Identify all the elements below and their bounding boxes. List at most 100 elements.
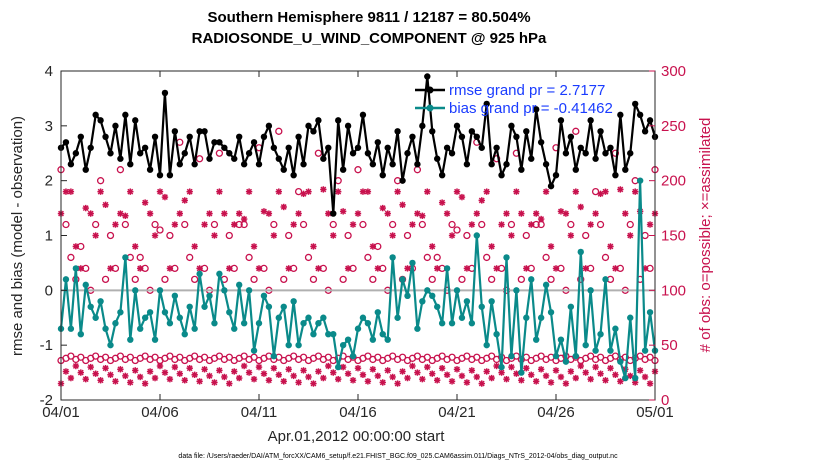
obs-assimilated-marker: [330, 369, 337, 376]
obs-possible-marker: [487, 275, 496, 284]
obs-assimilated-marker: [562, 380, 570, 387]
obs-assimilated-stroke: [498, 369, 505, 376]
obs-assimilated-stroke: [201, 366, 208, 373]
y-left-tick-label: -1: [40, 337, 53, 354]
obs-assimilated-marker: [587, 221, 594, 228]
bias-point: [483, 341, 490, 349]
obs-possible-marker: [131, 275, 139, 284]
bias-point: [518, 369, 525, 376]
bias-point: [250, 347, 258, 354]
obs-assimilated-marker: [240, 362, 248, 370]
plot-background: [61, 71, 655, 400]
obs-assimilated-stroke: [374, 265, 381, 272]
rmse-point: [236, 133, 243, 140]
obs-possible-marker: [240, 352, 248, 360]
rmse-point: [349, 150, 357, 157]
rmse-point: [587, 117, 594, 124]
obs-possible-marker: [171, 264, 179, 273]
obs-assimilated-stroke: [488, 375, 495, 381]
obs-assimilated-stroke: [647, 380, 653, 387]
rmse-point: [141, 144, 149, 151]
obs-assimilated-marker: [82, 204, 89, 212]
bias-point: [622, 374, 629, 382]
obs-assimilated-marker: [122, 212, 129, 219]
obs-assimilated-marker: [255, 363, 263, 371]
bias-point: [240, 320, 248, 327]
obs-assimilated-stroke: [315, 368, 322, 375]
obs-assimilated-stroke: [642, 374, 649, 380]
rmse-point: [72, 150, 80, 157]
bias-point: [587, 287, 594, 294]
bias-point: [612, 325, 619, 332]
rmse-point: [161, 89, 169, 97]
rmse-point: [206, 155, 213, 162]
rmse-point: [528, 155, 535, 162]
obs-assimilated-stroke: [558, 208, 564, 215]
obs-assimilated-stroke: [171, 221, 178, 228]
legend-rmse-marker: [426, 86, 434, 94]
obs-assimilated-stroke: [572, 375, 579, 381]
obs-possible-marker: [309, 275, 318, 284]
bias-point: [414, 325, 421, 332]
obs-assimilated-marker: [295, 379, 302, 386]
obs-assimilated-marker: [547, 379, 555, 386]
obs-assimilated-marker: [498, 369, 505, 376]
obs-assimilated-stroke: [459, 372, 465, 379]
bias-point: [310, 331, 317, 338]
obs-assimilated-stroke: [290, 221, 297, 228]
obs-possible-marker: [344, 231, 352, 240]
obs-assimilated-marker: [582, 369, 589, 376]
bias-point: [458, 314, 466, 321]
bias-point: [399, 276, 406, 283]
obs-assimilated-marker: [77, 369, 84, 376]
rmse-point: [592, 155, 599, 162]
obs-assimilated-marker: [617, 378, 624, 385]
obs-assimilated-marker: [607, 364, 614, 372]
obs-assimilated-marker: [141, 199, 149, 206]
obs-assimilated-marker: [255, 265, 263, 272]
obs-assimilated-stroke: [87, 210, 94, 217]
obs-assimilated-marker: [438, 364, 446, 372]
obs-assimilated-marker: [236, 374, 243, 382]
obs-possible-marker: [433, 253, 441, 262]
legend-bias-marker: [426, 104, 434, 112]
rmse-point: [443, 144, 451, 151]
obs-assimilated-marker: [612, 371, 619, 378]
obs-assimilated-marker: [127, 379, 134, 386]
obs-assimilated-stroke: [152, 232, 158, 239]
bias-point: [107, 341, 114, 349]
rmse-point: [181, 150, 188, 157]
bias-point: [275, 314, 282, 321]
obs-assimilated-stroke: [637, 367, 644, 374]
obs-assimilated-stroke: [538, 216, 545, 222]
rmse-point: [567, 133, 575, 140]
obs-assimilated-marker: [453, 188, 461, 195]
obs-assimilated-stroke: [265, 377, 272, 384]
obs-assimilated-stroke: [355, 210, 361, 217]
obs-assimilated-marker: [572, 188, 579, 195]
obs-possible-marker: [587, 264, 595, 273]
rmse-point: [448, 150, 456, 157]
obs-possible-marker: [497, 264, 506, 273]
rmse-point: [62, 139, 70, 146]
bias-point: [542, 281, 550, 289]
obs-assimilated-stroke: [493, 363, 500, 369]
obs-assimilated-marker: [557, 208, 565, 215]
obs-assimilated-marker: [62, 368, 70, 375]
obs-assimilated-marker: [300, 190, 307, 198]
obs-possible-marker: [388, 352, 397, 360]
bias-point: [255, 320, 263, 327]
obs-assimilated-marker: [196, 378, 203, 385]
obs-possible-marker: [161, 275, 169, 284]
obs-possible-marker: [374, 353, 382, 361]
rmse-point: [374, 139, 381, 146]
y-right-tick-label: 150: [661, 228, 686, 245]
bias-point: [359, 314, 367, 321]
obs-possible-marker: [596, 353, 605, 361]
bias-point: [478, 303, 485, 310]
obs-assimilated-marker: [221, 210, 228, 217]
rmse-point: [458, 133, 466, 140]
rmse-point: [285, 144, 292, 151]
obs-assimilated-stroke: [162, 194, 168, 201]
rmse-point: [117, 155, 124, 162]
